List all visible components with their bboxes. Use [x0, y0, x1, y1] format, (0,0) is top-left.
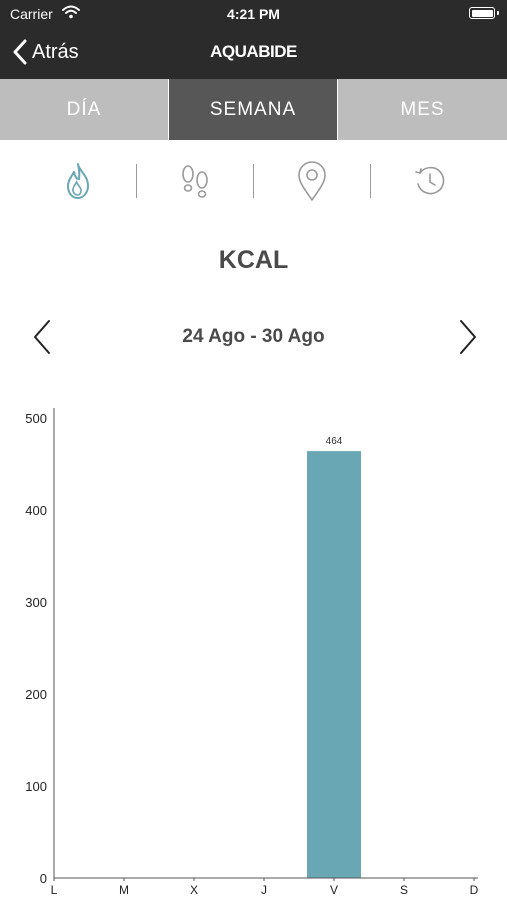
app-logo: AQUABIDE: [210, 42, 297, 61]
tab-month[interactable]: MES: [400, 98, 445, 120]
status-bar: Carrier 4:21 PM: [0, 0, 507, 28]
wifi-icon: [62, 5, 80, 22]
previous-week-button[interactable]: [28, 318, 58, 356]
divider: [370, 164, 371, 198]
x-tick-label: L: [51, 883, 58, 897]
location-pin-icon[interactable]: [292, 158, 332, 204]
kcal-bar-chart: 0 100 200 300 400 500 L M X J V S D 464: [25, 408, 479, 897]
back-button[interactable]: Atrás: [12, 36, 79, 68]
x-tick-label: D: [470, 883, 479, 897]
chevron-right-icon: [460, 320, 476, 354]
y-tick-label: 200: [25, 687, 47, 702]
carrier-label: Carrier: [10, 6, 53, 22]
chart-bar: [307, 451, 361, 878]
y-tick-label: 400: [25, 503, 47, 518]
x-tick-label: V: [330, 883, 338, 897]
x-tick-label: J: [261, 883, 267, 897]
period-tabs: DÍA SEMANA MES: [0, 79, 507, 140]
navigation-bar: Carrier 4:21 PM Atrás AQUABIDE: [0, 0, 507, 79]
x-tick-label: M: [119, 883, 129, 897]
tab-week[interactable]: SEMANA: [169, 79, 338, 140]
divider: [136, 164, 137, 198]
flame-icon[interactable]: [58, 158, 98, 204]
date-range: 24 Ago - 30 Ago: [182, 326, 325, 347]
chevron-left-icon: [34, 320, 50, 354]
y-tick-label: 100: [25, 779, 47, 794]
back-label: Atrás: [32, 40, 79, 63]
y-tick-label: 500: [25, 411, 47, 426]
metric-title: KCAL: [218, 246, 289, 274]
y-tick-label: 300: [25, 595, 47, 610]
history-clock-icon[interactable]: [410, 158, 450, 204]
chevron-left-icon: [13, 39, 27, 65]
battery-icon: [469, 7, 499, 19]
footprints-icon[interactable]: [175, 158, 215, 204]
x-tick-label: S: [400, 883, 408, 897]
x-tick-label: X: [190, 883, 198, 897]
y-tick-label: 0: [40, 871, 47, 886]
tab-day[interactable]: DÍA: [0, 79, 169, 140]
bar-value-label: 464: [326, 436, 343, 447]
divider: [253, 164, 254, 198]
status-time: 4:21 PM: [227, 6, 280, 22]
metric-selector: [0, 158, 507, 204]
next-week-button[interactable]: [452, 318, 482, 356]
